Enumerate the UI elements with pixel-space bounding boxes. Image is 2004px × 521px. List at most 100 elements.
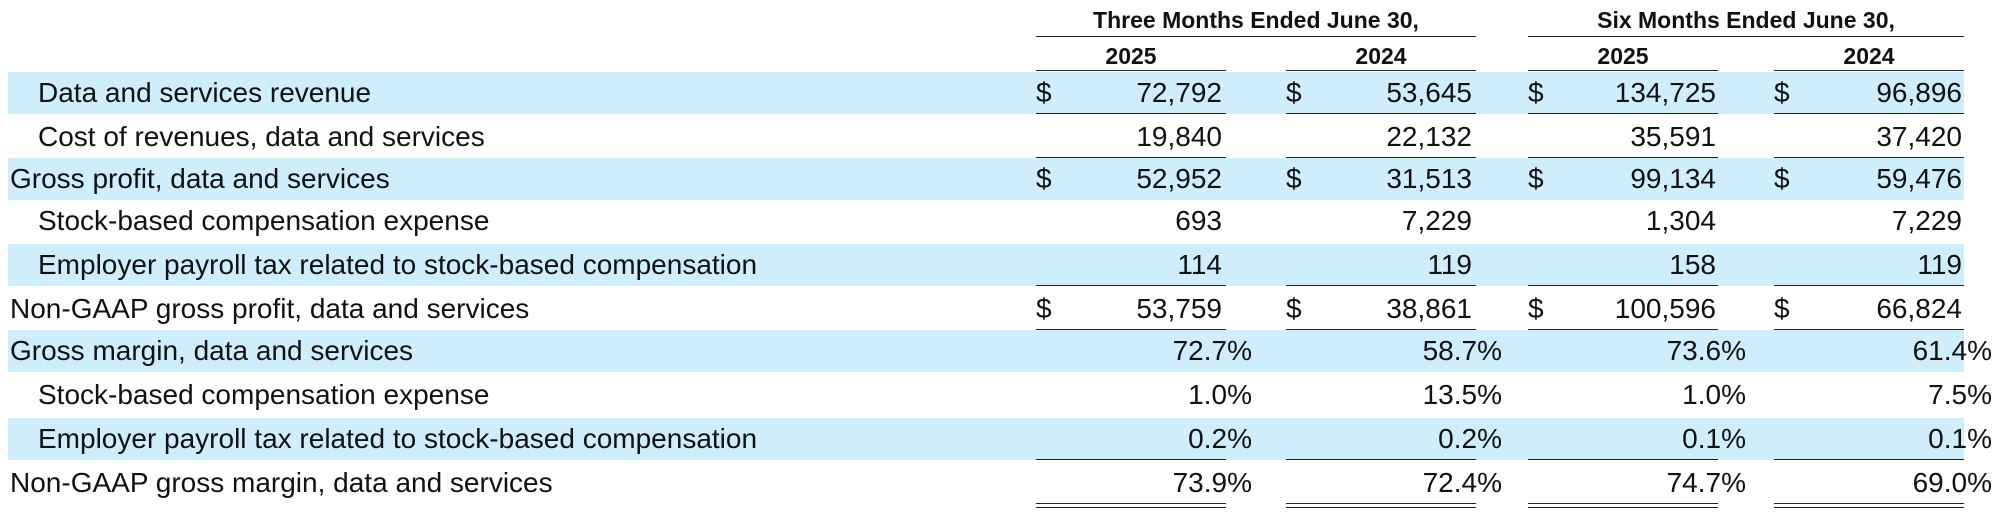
- underline-rule: [1036, 113, 1226, 114]
- underline-rule: [1036, 157, 1226, 158]
- underline-rule: [1528, 285, 1718, 286]
- header-six-months-rule: [1528, 36, 1964, 37]
- underline-rule: [1528, 113, 1718, 114]
- table-row: Non-GAAP gross profit, data and services…: [8, 288, 1964, 330]
- cell-value: 100,596: [1614, 293, 1716, 324]
- row-label: Data and services revenue: [38, 77, 372, 108]
- cell-value: 7,229: [1401, 205, 1472, 236]
- underline-rule: [1774, 113, 1964, 114]
- underline-rule: [1286, 157, 1476, 158]
- cell-value: 53,759: [1136, 293, 1222, 324]
- cell-value: 59,476: [1876, 163, 1962, 194]
- double-underline-rule: [1528, 503, 1718, 508]
- currency-symbol: $: [1528, 77, 1544, 108]
- double-underline-rule: [1036, 503, 1226, 508]
- underline-rule: [1774, 285, 1964, 286]
- underline-rule: [1774, 459, 1964, 460]
- cell-value: 693: [1175, 205, 1222, 236]
- currency-symbol: $: [1286, 163, 1302, 194]
- cell-value: 66,824: [1876, 293, 1962, 324]
- cell-value: 72.4%: [1422, 467, 1502, 498]
- cell-value: 134,725: [1614, 77, 1716, 108]
- cell-value: 72,792: [1136, 77, 1222, 108]
- underline-rule: [1036, 285, 1226, 286]
- header-six-months: Six Months Ended June 30,: [1597, 7, 1895, 33]
- underline-rule: [1528, 459, 1718, 460]
- table-row: Data and services revenue $72,792 $53,645 $…: [8, 72, 1964, 114]
- cell-value: 19,840: [1136, 121, 1222, 152]
- cell-value: 119: [1427, 249, 1472, 280]
- cell-value: 58.7%: [1422, 335, 1502, 366]
- table-row: Gross profit, data and services $52,952 $3…: [8, 158, 1964, 200]
- header-year-col-2: 2024: [1355, 43, 1407, 69]
- currency-symbol: $: [1036, 163, 1052, 194]
- header-year-col-3: 2025: [1597, 43, 1649, 69]
- currency-symbol: $: [1036, 77, 1052, 108]
- cell-value: 0.1%: [1928, 423, 1992, 454]
- cell-value: 1,304: [1645, 205, 1716, 236]
- cell-value: 74.7%: [1666, 467, 1746, 498]
- table-row: Gross margin, data and services 72.7% 58.7…: [8, 330, 1992, 372]
- cell-value: 61.4%: [1912, 335, 1992, 366]
- table-row: Stock-based compensation expense 1.0% 13.5…: [8, 374, 1992, 416]
- row-label: Employer payroll tax related to stock-ba…: [38, 249, 758, 280]
- row-label: Non-GAAP gross margin, data and services: [10, 467, 553, 498]
- cell-value: 96,896: [1876, 77, 1962, 108]
- table-row: Non-GAAP gross margin, data and services…: [8, 462, 1992, 504]
- table-row: Stock-based compensation expense 693 7,229…: [8, 200, 1964, 242]
- header-year-col-4: 2024: [1843, 43, 1895, 69]
- header-three-months: Three Months Ended June 30,: [1093, 7, 1419, 33]
- cell-value: 22,132: [1386, 121, 1472, 152]
- cell-value: 119: [1917, 249, 1962, 280]
- header-year-col-4-rule: [1774, 70, 1964, 71]
- cell-value: 52,952: [1136, 163, 1222, 194]
- cell-value: 69.0%: [1912, 467, 1992, 498]
- row-label: Gross profit, data and services: [10, 163, 390, 194]
- row-label: Employer payroll tax related to stock-ba…: [38, 423, 758, 454]
- currency-symbol: $: [1286, 293, 1302, 324]
- header-year-col-1: 2025: [1105, 43, 1157, 69]
- row-label: Cost of revenues, data and services: [38, 121, 485, 152]
- row-label: Non-GAAP gross profit, data and services: [10, 293, 530, 324]
- underline-rule: [1286, 459, 1476, 460]
- header-year-col-1-rule: [1036, 70, 1226, 71]
- cell-value: 7,229: [1891, 205, 1962, 236]
- table-row: Cost of revenues, data and services 19,84…: [8, 116, 1964, 158]
- row-label: Gross margin, data and services: [10, 335, 414, 366]
- cell-value: 158: [1669, 249, 1716, 280]
- underline-rule: [1286, 113, 1476, 114]
- currency-symbol: $: [1286, 77, 1302, 108]
- cell-value: 114: [1177, 249, 1222, 280]
- cell-value: 38,861: [1386, 293, 1472, 324]
- currency-symbol: $: [1036, 293, 1052, 324]
- cell-value: 37,420: [1876, 121, 1962, 152]
- row-label: Stock-based compensation expense: [38, 205, 490, 236]
- underline-rule: [1286, 285, 1476, 286]
- currency-symbol: $: [1774, 293, 1790, 324]
- cell-value: 0.2%: [1188, 423, 1252, 454]
- cell-value: 1.0%: [1682, 379, 1746, 410]
- cell-value: 13.5%: [1422, 379, 1502, 410]
- currency-symbol: $: [1528, 163, 1544, 194]
- header-year-col-3-rule: [1528, 70, 1718, 71]
- cell-value: 0.1%: [1682, 423, 1746, 454]
- cell-value: 31,513: [1386, 163, 1472, 194]
- currency-symbol: $: [1774, 77, 1790, 108]
- currency-symbol: $: [1528, 293, 1544, 324]
- underline-rule: [1528, 157, 1718, 158]
- underline-rule: [1774, 157, 1964, 158]
- currency-symbol: $: [1774, 163, 1790, 194]
- cell-value: 1.0%: [1188, 379, 1252, 410]
- header-year-col-2-rule: [1286, 70, 1476, 71]
- header-three-months-rule: [1036, 36, 1476, 37]
- double-underline-rule: [1286, 503, 1476, 508]
- row-label: Stock-based compensation expense: [38, 379, 490, 410]
- cell-value: 0.2%: [1438, 423, 1502, 454]
- cell-value: 7.5%: [1928, 379, 1992, 410]
- cell-value: 53,645: [1386, 77, 1472, 108]
- cell-value: 35,591: [1630, 121, 1716, 152]
- table-row: Employer payroll tax related to stock-ba…: [8, 418, 1992, 460]
- underline-rule: [1036, 459, 1226, 460]
- cell-value: 73.9%: [1172, 467, 1252, 498]
- table-row: Employer payroll tax related to stock-ba…: [8, 244, 1964, 286]
